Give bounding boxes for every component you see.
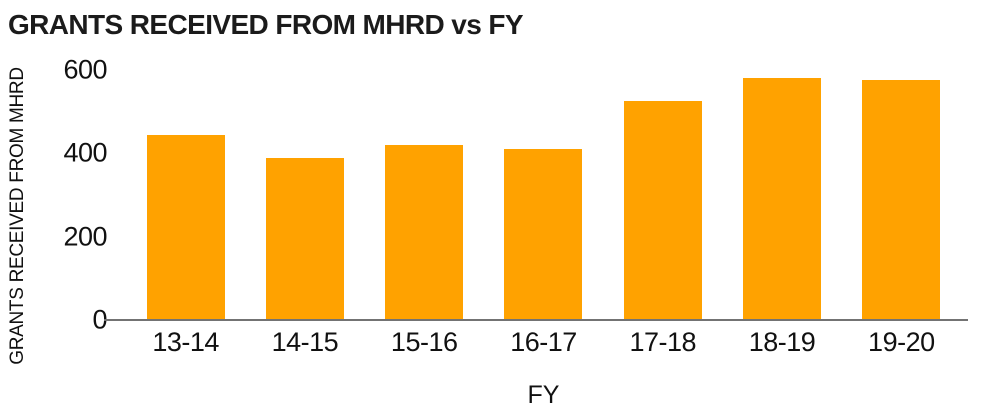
bar-18-19 xyxy=(743,78,822,320)
y-tick-label: 200 xyxy=(63,221,107,252)
x-tick-label: 19-20 xyxy=(868,327,935,357)
bar-slot xyxy=(484,70,603,320)
x-tick-label: 17-18 xyxy=(629,327,697,357)
x-tick-label: 15-16 xyxy=(390,327,458,357)
bars-container xyxy=(126,70,961,320)
x-tick-label: 16-17 xyxy=(510,327,577,357)
bar-17-18 xyxy=(623,101,702,320)
x-axis-title: FY xyxy=(527,381,560,409)
chart-title: GRANTS RECEIVED FROM MHRD vs FY xyxy=(8,9,524,40)
bar-slot xyxy=(245,70,364,320)
bar-slot xyxy=(722,70,841,320)
x-tick-label: 14-15 xyxy=(271,327,339,357)
bar-slot xyxy=(365,70,484,320)
bar-15-16 xyxy=(385,145,464,320)
y-tick-label: 400 xyxy=(63,137,107,168)
x-tick-label: 18-19 xyxy=(748,327,816,357)
bar-14-15 xyxy=(265,157,344,320)
y-axis-title: GRANTS RECEIVED FROM MHRD xyxy=(7,67,28,365)
bar-slot xyxy=(603,70,722,320)
x-axis-ticks: 13-14 14-15 15-16 16-17 17-18 18-19 19-20 xyxy=(126,327,961,358)
x-tick-label: 13-14 xyxy=(152,327,219,357)
bar-slot xyxy=(126,70,245,320)
plot-area xyxy=(104,70,968,321)
y-tick-label: 600 xyxy=(63,54,107,85)
bar-13-14 xyxy=(146,134,225,320)
bar-19-20 xyxy=(862,80,941,320)
bar-slot xyxy=(842,70,961,320)
x-axis-line xyxy=(104,319,968,321)
y-tick-label: 0 xyxy=(92,304,107,335)
bar-16-17 xyxy=(504,149,583,320)
